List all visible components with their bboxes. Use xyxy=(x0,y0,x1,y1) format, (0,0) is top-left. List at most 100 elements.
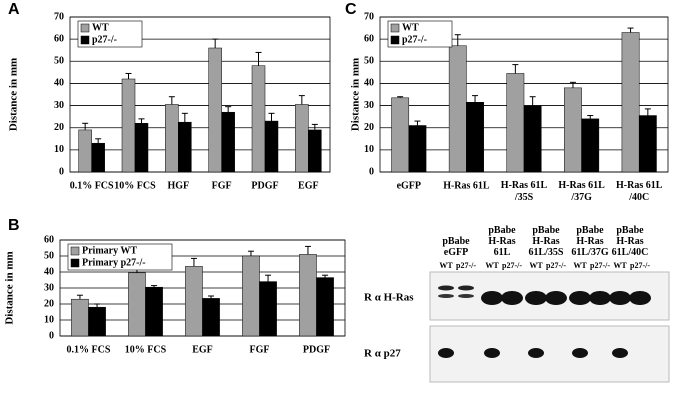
band xyxy=(528,348,544,358)
error-bar xyxy=(181,112,188,123)
y-tick-label: 10 xyxy=(364,144,374,155)
y-tick-label: 30 xyxy=(54,100,64,111)
error-bar xyxy=(569,81,576,88)
y-tick-label: 20 xyxy=(364,122,374,133)
x-tick-label: HGF xyxy=(167,180,189,191)
error-bar xyxy=(212,38,219,48)
x-tick-label: 0.1% FCS xyxy=(67,344,111,355)
x-tick-label: EGF xyxy=(192,344,213,355)
error-bar xyxy=(225,106,232,113)
band xyxy=(484,348,500,358)
error-bar xyxy=(304,245,311,255)
band xyxy=(481,291,503,305)
y-axis-label: Distance in mm xyxy=(4,251,16,324)
error-bar xyxy=(397,96,404,98)
plot-frame xyxy=(69,16,331,173)
y-tick-label: 20 xyxy=(44,298,54,309)
lane-label: WT xyxy=(529,261,543,270)
legend-swatch xyxy=(390,23,400,33)
bar xyxy=(221,111,235,173)
error-bar xyxy=(265,274,272,282)
error-bar xyxy=(414,120,421,126)
y-tick-label: 30 xyxy=(44,282,54,293)
y-tick-label: 70 xyxy=(54,11,64,22)
bar xyxy=(78,129,92,173)
y-tick-label: 60 xyxy=(54,33,64,44)
lane-label: p27-/- xyxy=(456,261,476,270)
blot-row-label: R α H-Ras xyxy=(364,292,414,304)
bar xyxy=(264,120,279,173)
y-tick-label: 0 xyxy=(59,166,64,177)
error-bar xyxy=(138,118,145,124)
y-axis-label: Distance in mm xyxy=(350,58,362,131)
bar xyxy=(202,298,220,337)
bar xyxy=(71,298,89,337)
lane-label: WT xyxy=(485,261,499,270)
error-bar xyxy=(255,51,262,66)
x-tick-label: H-Ras 61L xyxy=(443,180,490,191)
bar xyxy=(259,281,277,337)
error-bar xyxy=(76,294,83,300)
bar xyxy=(308,129,322,173)
x-tick-label: EGF xyxy=(298,180,319,191)
lane-label: p27-/- xyxy=(590,261,610,270)
legend-box xyxy=(67,243,173,271)
bar xyxy=(165,104,179,173)
error-bar xyxy=(125,72,132,79)
y-tick-label: 60 xyxy=(364,33,374,44)
band xyxy=(545,291,567,305)
error-bar xyxy=(322,274,329,278)
y-tick-label: 40 xyxy=(364,78,374,89)
blot-header: pBabe H-Ras 61L/35S xyxy=(528,225,563,258)
band xyxy=(589,291,611,305)
error-bar xyxy=(454,34,461,46)
lane-label: p27-/- xyxy=(546,261,566,270)
x-tick-label: eGFP xyxy=(397,180,421,191)
bar xyxy=(408,125,427,173)
bar xyxy=(506,73,525,173)
x-tick-label: H-Ras 61L/40C xyxy=(616,180,663,203)
legend-swatch xyxy=(80,35,90,45)
lane-label: WT xyxy=(439,261,453,270)
error-bar xyxy=(644,108,651,116)
bar xyxy=(121,78,136,173)
blot-header: pBabe eGFP xyxy=(442,236,470,258)
bar xyxy=(251,65,266,173)
legend-label: p27-/- xyxy=(92,34,117,45)
y-tick-label: 10 xyxy=(44,314,54,325)
y-tick-label: 10 xyxy=(54,144,64,155)
bar xyxy=(295,104,309,173)
band xyxy=(501,291,523,305)
band xyxy=(569,291,591,305)
legend-swatch xyxy=(70,258,80,268)
y-tick-label: 30 xyxy=(364,100,374,111)
lane-label: p27-/- xyxy=(502,261,522,270)
band xyxy=(525,291,547,305)
bar xyxy=(391,97,410,173)
legend-label: WT xyxy=(402,22,419,33)
band xyxy=(609,291,631,305)
legend-label: Primary WT xyxy=(82,245,137,256)
bar xyxy=(145,286,163,337)
bar xyxy=(91,142,105,173)
band xyxy=(572,348,588,358)
band xyxy=(438,348,454,358)
bar xyxy=(316,277,334,337)
bar xyxy=(88,306,106,337)
bar xyxy=(523,105,542,173)
bar xyxy=(242,255,260,337)
error-bar xyxy=(627,27,634,33)
band xyxy=(612,348,628,358)
lane-label: p27-/- xyxy=(630,261,650,270)
x-tick-label: PDGF xyxy=(251,180,278,191)
y-tick-label: 50 xyxy=(364,56,374,67)
y-axis-label: Distance in mm xyxy=(8,58,20,131)
error-bar xyxy=(208,295,215,299)
error-bar xyxy=(311,123,318,130)
bar xyxy=(185,266,203,337)
band xyxy=(438,294,454,298)
bar xyxy=(128,272,146,337)
x-tick-label: PDGF xyxy=(303,344,330,355)
lane-label: WT xyxy=(613,261,627,270)
error-bar xyxy=(95,138,102,144)
